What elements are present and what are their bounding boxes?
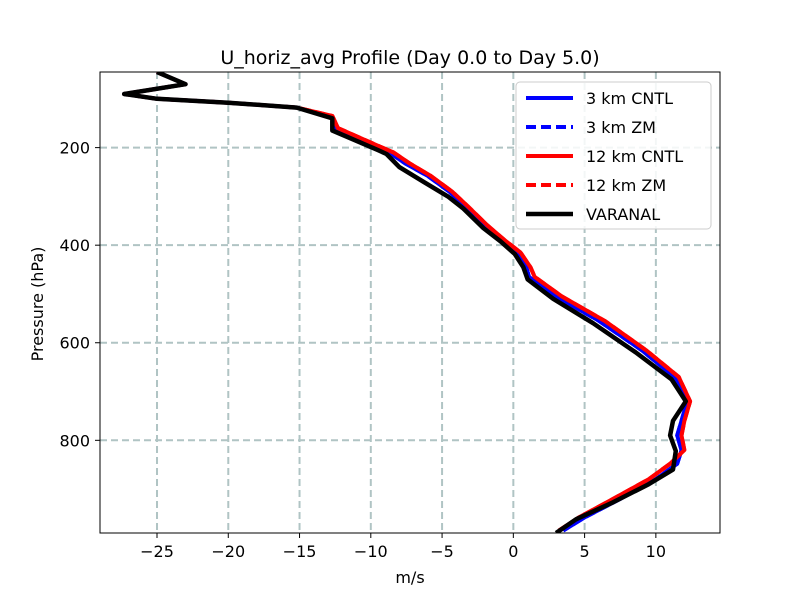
x-tick-label: −10 [354,542,388,561]
axis-ticks: −25 −20 −15 −10 −5 0 5 10 200 400 600 800 [59,139,666,561]
x-tick-label: −15 [283,542,317,561]
plot-frame [99,71,721,534]
legend-label: 12 km ZM [586,176,666,195]
legend-label: VARANAL [586,205,660,224]
y-tick-label: 600 [59,334,90,353]
legend-label: 12 km CNTL [586,147,683,166]
y-tick-label: 200 [59,139,90,158]
x-tick-label: 5 [580,542,590,561]
legend: 3 km CNTL 3 km ZM 12 km CNTL 12 km ZM VARANA… [515,81,712,230]
y-tick-label: 800 [59,431,90,450]
y-axis-label: Pressure (hPa) [28,247,47,362]
x-axis-label: m/s [395,568,424,587]
legend-label: 3 km CNTL [586,89,673,108]
grid [100,72,720,533]
legend-box [515,81,712,230]
chart-title: U_horiz_avg Profile (Day 0.0 to Day 5.0) [220,47,599,69]
x-tick-label: −20 [211,542,245,561]
legend-label: 3 km ZM [586,118,656,137]
x-tick-label: 0 [508,542,518,561]
x-tick-label: 10 [646,542,666,561]
y-tick-label: 400 [59,236,90,255]
series-lines [121,72,693,533]
x-tick-label: −5 [430,542,454,561]
series-line [121,72,689,533]
x-tick-label: −25 [140,542,174,561]
